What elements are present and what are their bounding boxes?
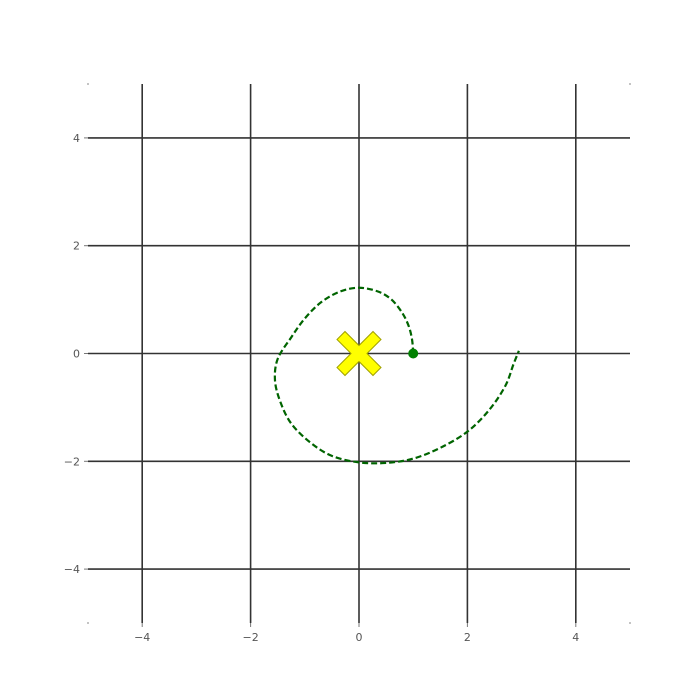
x-tick-label: 2: [464, 631, 471, 644]
x-tick-label: −2: [242, 631, 258, 644]
axis-ticks: −4 −2 0 2 4 −4 −2 0 2 4: [64, 83, 631, 644]
y-tick-label: −2: [64, 455, 80, 468]
y-tick-label: 4: [73, 132, 80, 145]
corner-tick: [629, 622, 631, 624]
grid: [88, 84, 630, 623]
start-point-marker: [408, 348, 419, 359]
y-tick-label: 0: [73, 348, 80, 361]
x-tick-label: 4: [572, 631, 579, 644]
y-tick-label: −4: [64, 563, 80, 576]
spiral-line: [273, 286, 520, 465]
corner-tick: [87, 622, 89, 624]
x-tick-label: 0: [356, 631, 363, 644]
x-tick-label: −4: [134, 631, 150, 644]
center-x-marker: [336, 330, 382, 377]
y-tick-label: 2: [73, 240, 80, 253]
corner-tick: [87, 83, 89, 85]
plot-area: [273, 286, 520, 465]
corner-tick: [629, 83, 631, 85]
